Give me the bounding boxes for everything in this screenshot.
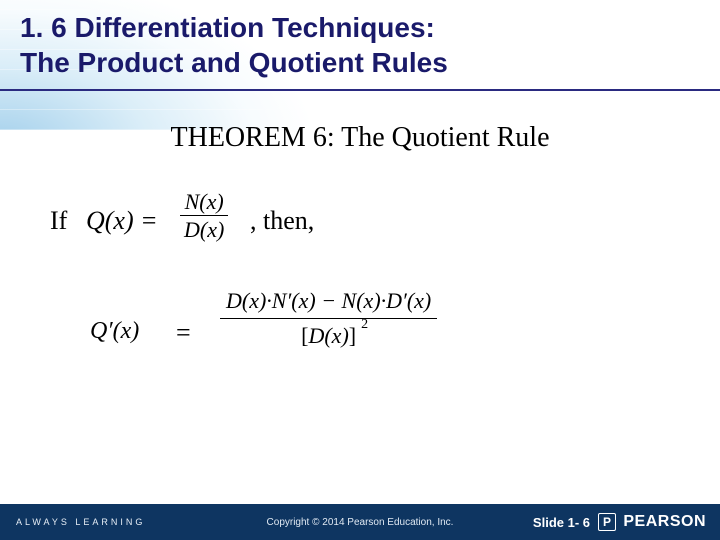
right-bracket: ] — [349, 323, 356, 348]
q-prime-of-x: Q′(x) — [90, 318, 139, 345]
slide: 1. 6 Differentiation Techniques: The Pro… — [0, 0, 720, 540]
equals-sign: = — [176, 318, 191, 348]
fraction-numerator: N(x) — [180, 190, 228, 213]
footer-bar: ALWAYS LEARNING Copyright © 2014 Pearson… — [0, 504, 720, 540]
derivative-numerator: D(x)·N′(x) − N(x)·D′(x) — [220, 288, 437, 318]
slide-title: 1. 6 Differentiation Techniques: The Pro… — [20, 10, 700, 80]
den-inner-text: D(x) — [308, 323, 348, 348]
quotient-rule-equation: Q′(x) = D(x)·N′(x) − N(x)·D′(x) [D(x)] 2 — [90, 288, 650, 378]
theorem-heading: THEOREM 6: The Quotient Rule — [0, 122, 720, 154]
derivative-denominator: [D(x)] 2 — [220, 319, 437, 349]
exponent-2: 2 — [361, 317, 368, 333]
if-text: If — [50, 206, 67, 236]
fraction-bar — [180, 215, 228, 216]
q-of-x-equals: Q(x) = — [86, 206, 158, 236]
then-text: , then, — [250, 206, 314, 236]
pearson-logo-icon: P — [598, 513, 616, 531]
derivative-fraction: D(x)·N′(x) − N(x)·D′(x) [D(x)] 2 — [220, 288, 437, 349]
title-line-2: The Product and Quotient Rules — [20, 47, 448, 78]
title-underline — [0, 89, 720, 91]
slide-number: Slide 1- 6 — [533, 515, 590, 530]
title-line-1: 1. 6 Differentiation Techniques: — [20, 12, 435, 43]
fraction-denominator: D(x) — [180, 218, 228, 241]
pearson-wordmark: PEARSON — [623, 513, 706, 531]
definition-line: If Q(x) = N(x) D(x) , then, — [50, 190, 670, 250]
fraction-n-over-d: N(x) D(x) — [180, 190, 228, 241]
